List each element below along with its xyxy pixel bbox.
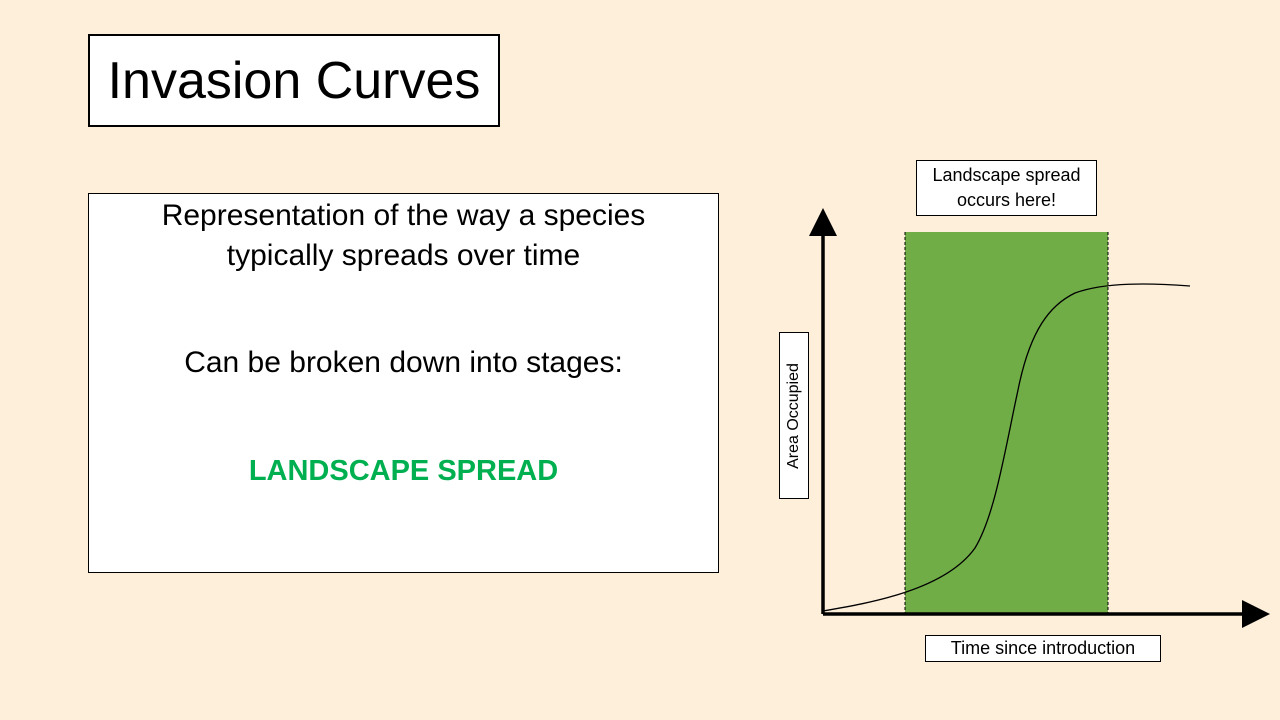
x-axis-label: Time since introduction bbox=[925, 635, 1161, 662]
y-axis-label-box: Area Occupied bbox=[779, 332, 809, 499]
slide-title: Invasion Curves bbox=[107, 51, 481, 110]
description-line-2: typically spreads over time bbox=[226, 239, 581, 272]
stages-intro: Can be broken down into stages: bbox=[184, 346, 623, 379]
stage-highlight: LANDSCAPE SPREAD bbox=[248, 455, 559, 487]
y-axis-label: Area Occupied bbox=[785, 362, 802, 469]
description-box: Representation of the way a species typi… bbox=[88, 193, 719, 573]
invasion-curve bbox=[822, 283, 1191, 612]
slide-title-box: Invasion Curves bbox=[88, 34, 500, 127]
callout-line-2: occurs here! bbox=[956, 190, 1057, 210]
landscape-spread-region bbox=[905, 232, 1108, 613]
landscape-spread-callout: Landscape spread occurs here! bbox=[916, 160, 1097, 216]
callout-line-1: Landscape spread bbox=[932, 165, 1081, 185]
description-line-1: Representation of the way a species bbox=[161, 199, 646, 232]
